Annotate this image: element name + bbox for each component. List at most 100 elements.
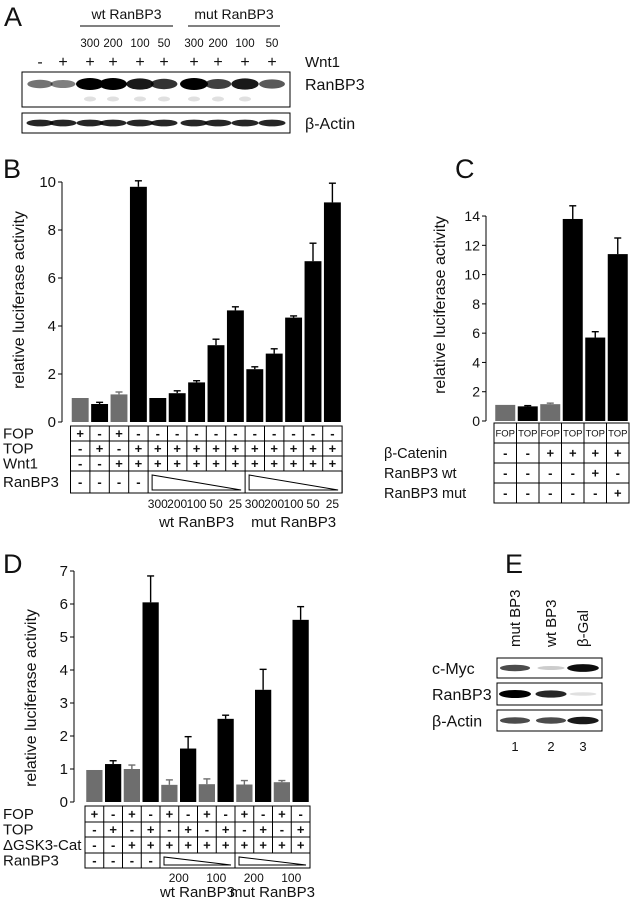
blot-band bbox=[231, 78, 259, 90]
y-tick-label: 0 bbox=[60, 794, 68, 811]
table-cell: + bbox=[193, 441, 201, 456]
panel-label: E bbox=[505, 549, 523, 579]
group-label: wt RanBP3 bbox=[90, 6, 161, 22]
table-cell: - bbox=[503, 466, 507, 481]
table-cell: + bbox=[128, 838, 136, 853]
dose-gradient-wedge bbox=[248, 474, 339, 491]
table-cell: + bbox=[173, 456, 181, 471]
blot-band bbox=[126, 78, 154, 90]
table-cell: - bbox=[111, 853, 115, 868]
table-cell: + bbox=[546, 446, 554, 461]
blot-band-faint bbox=[84, 96, 96, 102]
table-cell: - bbox=[175, 426, 179, 441]
blot-band bbox=[50, 80, 76, 88]
y-tick-label: 14 bbox=[464, 208, 480, 224]
panel-label: D bbox=[3, 549, 23, 579]
y-tick-label: 5 bbox=[60, 629, 68, 646]
table-cell: + bbox=[115, 426, 123, 441]
blot-band-faint bbox=[212, 96, 224, 102]
table-cell: - bbox=[526, 446, 530, 461]
bar bbox=[207, 345, 225, 422]
y-axis-label: relative luciferase activity bbox=[432, 216, 449, 394]
bar bbox=[105, 764, 122, 802]
table-cell: - bbox=[571, 466, 575, 481]
bar bbox=[517, 406, 538, 421]
table-row-label: RanBP3 mut bbox=[384, 486, 466, 502]
blot-actin bbox=[21, 112, 291, 134]
y-tick-label: 10 bbox=[464, 267, 480, 283]
blot-band bbox=[499, 690, 531, 698]
table-cell: - bbox=[97, 426, 101, 441]
dose-label: 200 bbox=[208, 38, 227, 50]
group-label: mut RanBP3 bbox=[230, 884, 315, 899]
blot-band bbox=[150, 119, 178, 127]
table-cell: + bbox=[135, 441, 143, 456]
table-cell: - bbox=[97, 456, 101, 471]
dose-label: 200 bbox=[103, 38, 122, 50]
table-cell: - bbox=[78, 456, 82, 471]
blot-label: c-Myc bbox=[432, 661, 475, 678]
blot-band bbox=[499, 664, 531, 672]
table-cell: + bbox=[251, 456, 259, 471]
bar bbox=[129, 186, 147, 422]
wnt1-sign: + bbox=[135, 54, 144, 71]
table-cell: + bbox=[614, 446, 622, 461]
table-cell: + bbox=[135, 456, 143, 471]
table-cell: - bbox=[503, 486, 507, 501]
table-cell: + bbox=[278, 807, 286, 822]
table-cell: + bbox=[259, 838, 267, 853]
y-tick-label: 0 bbox=[472, 413, 480, 429]
y-tick-label: 1 bbox=[60, 761, 68, 778]
table-cell: + bbox=[232, 441, 240, 456]
table-cell: - bbox=[156, 426, 160, 441]
table-cell: + bbox=[309, 441, 317, 456]
bar bbox=[292, 619, 309, 802]
blot-ranbp3 bbox=[496, 682, 603, 706]
bar bbox=[149, 398, 167, 422]
reporter-cell: FOP bbox=[495, 429, 515, 440]
bar bbox=[71, 398, 89, 422]
dose-label: 200 bbox=[167, 497, 187, 511]
table-cell: + bbox=[203, 838, 211, 853]
table-cell: + bbox=[147, 838, 155, 853]
table-row-label: RanBP3 wt bbox=[384, 466, 457, 482]
bar bbox=[91, 404, 109, 422]
table-cell: + bbox=[115, 456, 123, 471]
bar bbox=[110, 394, 128, 422]
table-cell: + bbox=[614, 486, 622, 501]
y-tick-label: 2 bbox=[472, 384, 480, 400]
table-cell: + bbox=[91, 807, 99, 822]
blot-band-faint bbox=[188, 96, 200, 102]
bar bbox=[236, 784, 253, 802]
table-cell: - bbox=[261, 807, 265, 822]
table-cell: - bbox=[223, 807, 227, 822]
blot-band bbox=[537, 666, 565, 670]
wnt1-sign: + bbox=[213, 54, 222, 71]
wnt1-sign: + bbox=[267, 54, 276, 71]
bar bbox=[323, 202, 341, 422]
dose-label: 200 bbox=[264, 497, 284, 511]
dose-label: 200 bbox=[169, 871, 189, 885]
table-row-label: RanBP3 bbox=[3, 474, 59, 491]
bar bbox=[540, 404, 561, 421]
condition-table: FOP + - + - + - + - + - + -TOP - + - + - + - + - + - +ΔGSK3-Cat -… bbox=[3, 805, 315, 899]
dose-gradient-wedge bbox=[163, 856, 232, 866]
blot-band-faint bbox=[107, 96, 119, 102]
blot-band bbox=[99, 78, 127, 90]
dose-label: 100 bbox=[187, 497, 207, 511]
y-axis-label: relative luciferase activity bbox=[23, 609, 40, 787]
table-cell: + bbox=[569, 446, 577, 461]
table-cell: - bbox=[291, 426, 295, 441]
dose-label: 100 bbox=[130, 38, 149, 50]
wnt1-sign: - bbox=[37, 54, 42, 71]
panel-label: A bbox=[4, 2, 22, 32]
dose-label: 100 bbox=[284, 497, 304, 511]
bar bbox=[265, 353, 283, 422]
table-cell: - bbox=[92, 853, 96, 868]
y-tick-label: 8 bbox=[48, 222, 56, 239]
table-cell: - bbox=[330, 426, 334, 441]
table-cell: + bbox=[278, 838, 286, 853]
bar bbox=[607, 254, 628, 421]
blot-actin bbox=[496, 709, 603, 732]
